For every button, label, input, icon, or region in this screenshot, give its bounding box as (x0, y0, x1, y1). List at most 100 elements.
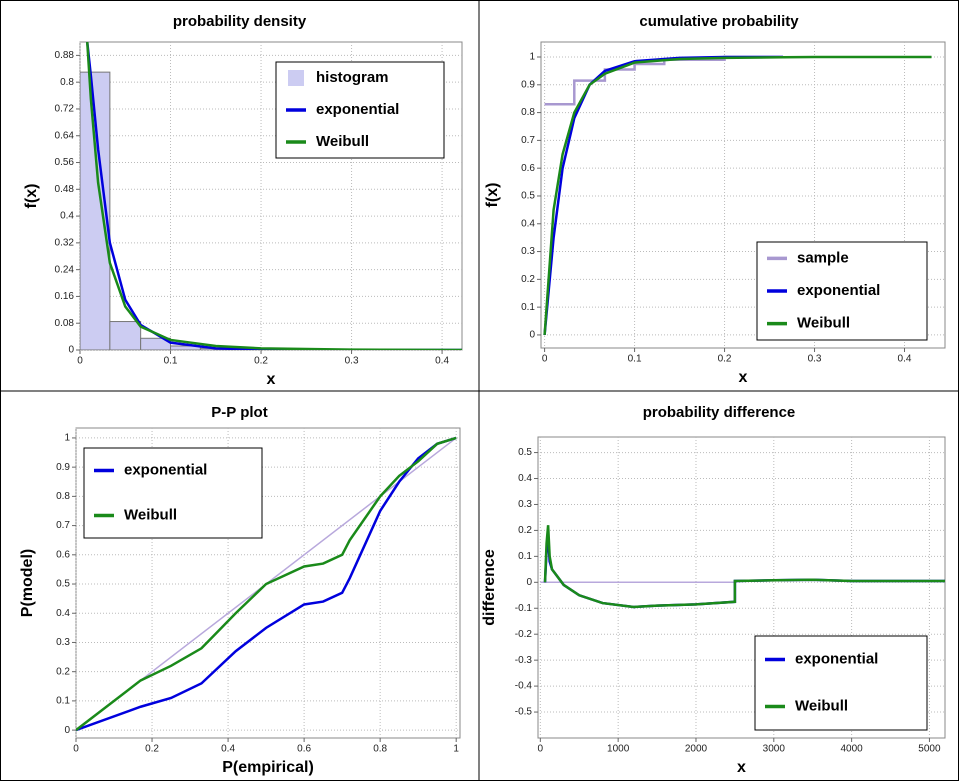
x-tick-label: 0.1 (164, 356, 178, 367)
y-tick-label: 0.1 (518, 551, 532, 562)
x-tick-label: 0.6 (297, 744, 311, 755)
series-line (543, 525, 945, 609)
x-tick-label: 0.2 (254, 356, 268, 367)
x-tick-label: 0 (77, 356, 83, 367)
x-tick-label: 0.4 (898, 354, 912, 365)
x-axis-label: x (737, 759, 746, 776)
y-axis-label: f(x) (484, 183, 501, 208)
y-tick-label: 1 (64, 433, 70, 444)
y-tick-label: 0 (68, 345, 74, 356)
plot-marks (80, 42, 462, 350)
x-tick-label: 2000 (685, 744, 708, 755)
y-tick-label: -0.4 (515, 681, 533, 692)
x-tick-label: 0.2 (145, 744, 159, 755)
legend-label: sample (797, 249, 849, 266)
y-tick-label: 0.6 (521, 163, 535, 174)
legend-box (83, 447, 263, 539)
x-tick-label: 5000 (918, 744, 941, 755)
y-tick-label: 0.9 (521, 79, 535, 90)
legend-label: Weibull (124, 506, 177, 523)
x-tick-label: 0 (73, 744, 79, 755)
chart-title: probability difference (643, 404, 796, 421)
y-tick-label: -0.3 (515, 655, 533, 666)
y-tick-label: 0.4 (518, 473, 532, 484)
x-axis-label: x (267, 371, 276, 388)
y-axis-label: difference (481, 549, 498, 626)
legend-label: Weibull (316, 133, 369, 150)
y-tick-label: 0.8 (521, 107, 535, 118)
x-axis-label: P(empirical) (222, 759, 314, 776)
chart-title: probability density (173, 13, 307, 30)
x-tick-label: 0.2 (718, 354, 732, 365)
x-tick-label: 0.3 (808, 354, 822, 365)
x-tick-label: 0 (538, 744, 544, 755)
y-tick-label: 0.32 (55, 238, 75, 249)
legend-label: Weibull (797, 315, 850, 332)
y-axis-label: P(model) (19, 549, 36, 617)
y-tick-label: 0.16 (55, 291, 75, 302)
y-tick-label: 0 (526, 577, 532, 588)
y-tick-label: 0.4 (56, 608, 70, 619)
y-tick-label: 0.3 (56, 637, 70, 648)
x-tick-label: 3000 (763, 744, 786, 755)
x-axis-label: x (739, 369, 748, 386)
plot-marks (76, 436, 457, 732)
histogram-bar (109, 321, 142, 350)
legend-swatch (288, 70, 304, 86)
y-tick-label: 0.3 (521, 246, 535, 257)
y-tick-label: 0.1 (521, 302, 535, 313)
y-tick-label: 0.08 (55, 318, 75, 329)
x-tick-label: 1000 (607, 744, 630, 755)
series-line (544, 55, 784, 106)
y-tick-label: 0.5 (56, 579, 70, 590)
y-tick-label: 0 (64, 725, 70, 736)
y-tick-label: 0.7 (521, 135, 535, 146)
y-tick-label: 0.56 (55, 157, 75, 168)
x-tick-label: 4000 (840, 744, 863, 755)
y-tick-label: 0.64 (55, 130, 75, 141)
y-tick-label: -0.1 (515, 603, 533, 614)
legend-label: histogram (316, 69, 389, 86)
y-tick-label: 0.7 (56, 520, 70, 531)
y-tick-label: 0.4 (521, 218, 535, 229)
y-axis-label: f(x) (23, 184, 40, 209)
y-tick-label: 0.2 (521, 274, 535, 285)
series-line (85, 42, 462, 350)
series-line (543, 55, 932, 336)
x-tick-label: 0.1 (628, 354, 642, 365)
y-tick-label: 0.8 (56, 491, 70, 502)
series-line (76, 436, 457, 732)
plot-marks (540, 525, 945, 609)
chart-title: cumulative probability (639, 13, 799, 30)
y-tick-label: 0.4 (60, 211, 74, 222)
legend-label: exponential (316, 101, 399, 118)
y-tick-label: -0.2 (515, 629, 533, 640)
legend-box (754, 635, 928, 731)
x-tick-label: 0.8 (373, 744, 387, 755)
y-tick-label: 0.1 (56, 696, 70, 707)
x-tick-label: 0.3 (345, 356, 359, 367)
histogram-bar (140, 337, 172, 350)
y-tick-label: 0.24 (55, 264, 75, 275)
y-tick-label: 0.8 (60, 77, 74, 88)
y-tick-label: 0.6 (56, 549, 70, 560)
y-tick-label: 0.2 (56, 666, 70, 677)
y-tick-label: 0.5 (521, 191, 535, 202)
legend-label: exponential (797, 282, 880, 299)
y-tick-label: 0.88 (55, 50, 75, 61)
x-tick-label: 1 (453, 744, 459, 755)
legend-label: exponential (795, 650, 878, 667)
chart-title: P-P plot (211, 404, 267, 421)
y-tick-label: -0.5 (515, 707, 533, 718)
x-tick-label: 0.4 (221, 744, 235, 755)
y-tick-label: 0 (529, 330, 535, 341)
x-tick-label: 0.4 (435, 356, 449, 367)
y-tick-label: 0.48 (55, 184, 75, 195)
y-tick-label: 0.72 (55, 104, 75, 115)
y-tick-label: 1 (529, 52, 535, 63)
legend-label: exponential (124, 461, 207, 478)
y-tick-label: 0.2 (518, 525, 532, 536)
y-tick-label: 0.3 (518, 499, 532, 510)
y-tick-label: 0.9 (56, 462, 70, 473)
